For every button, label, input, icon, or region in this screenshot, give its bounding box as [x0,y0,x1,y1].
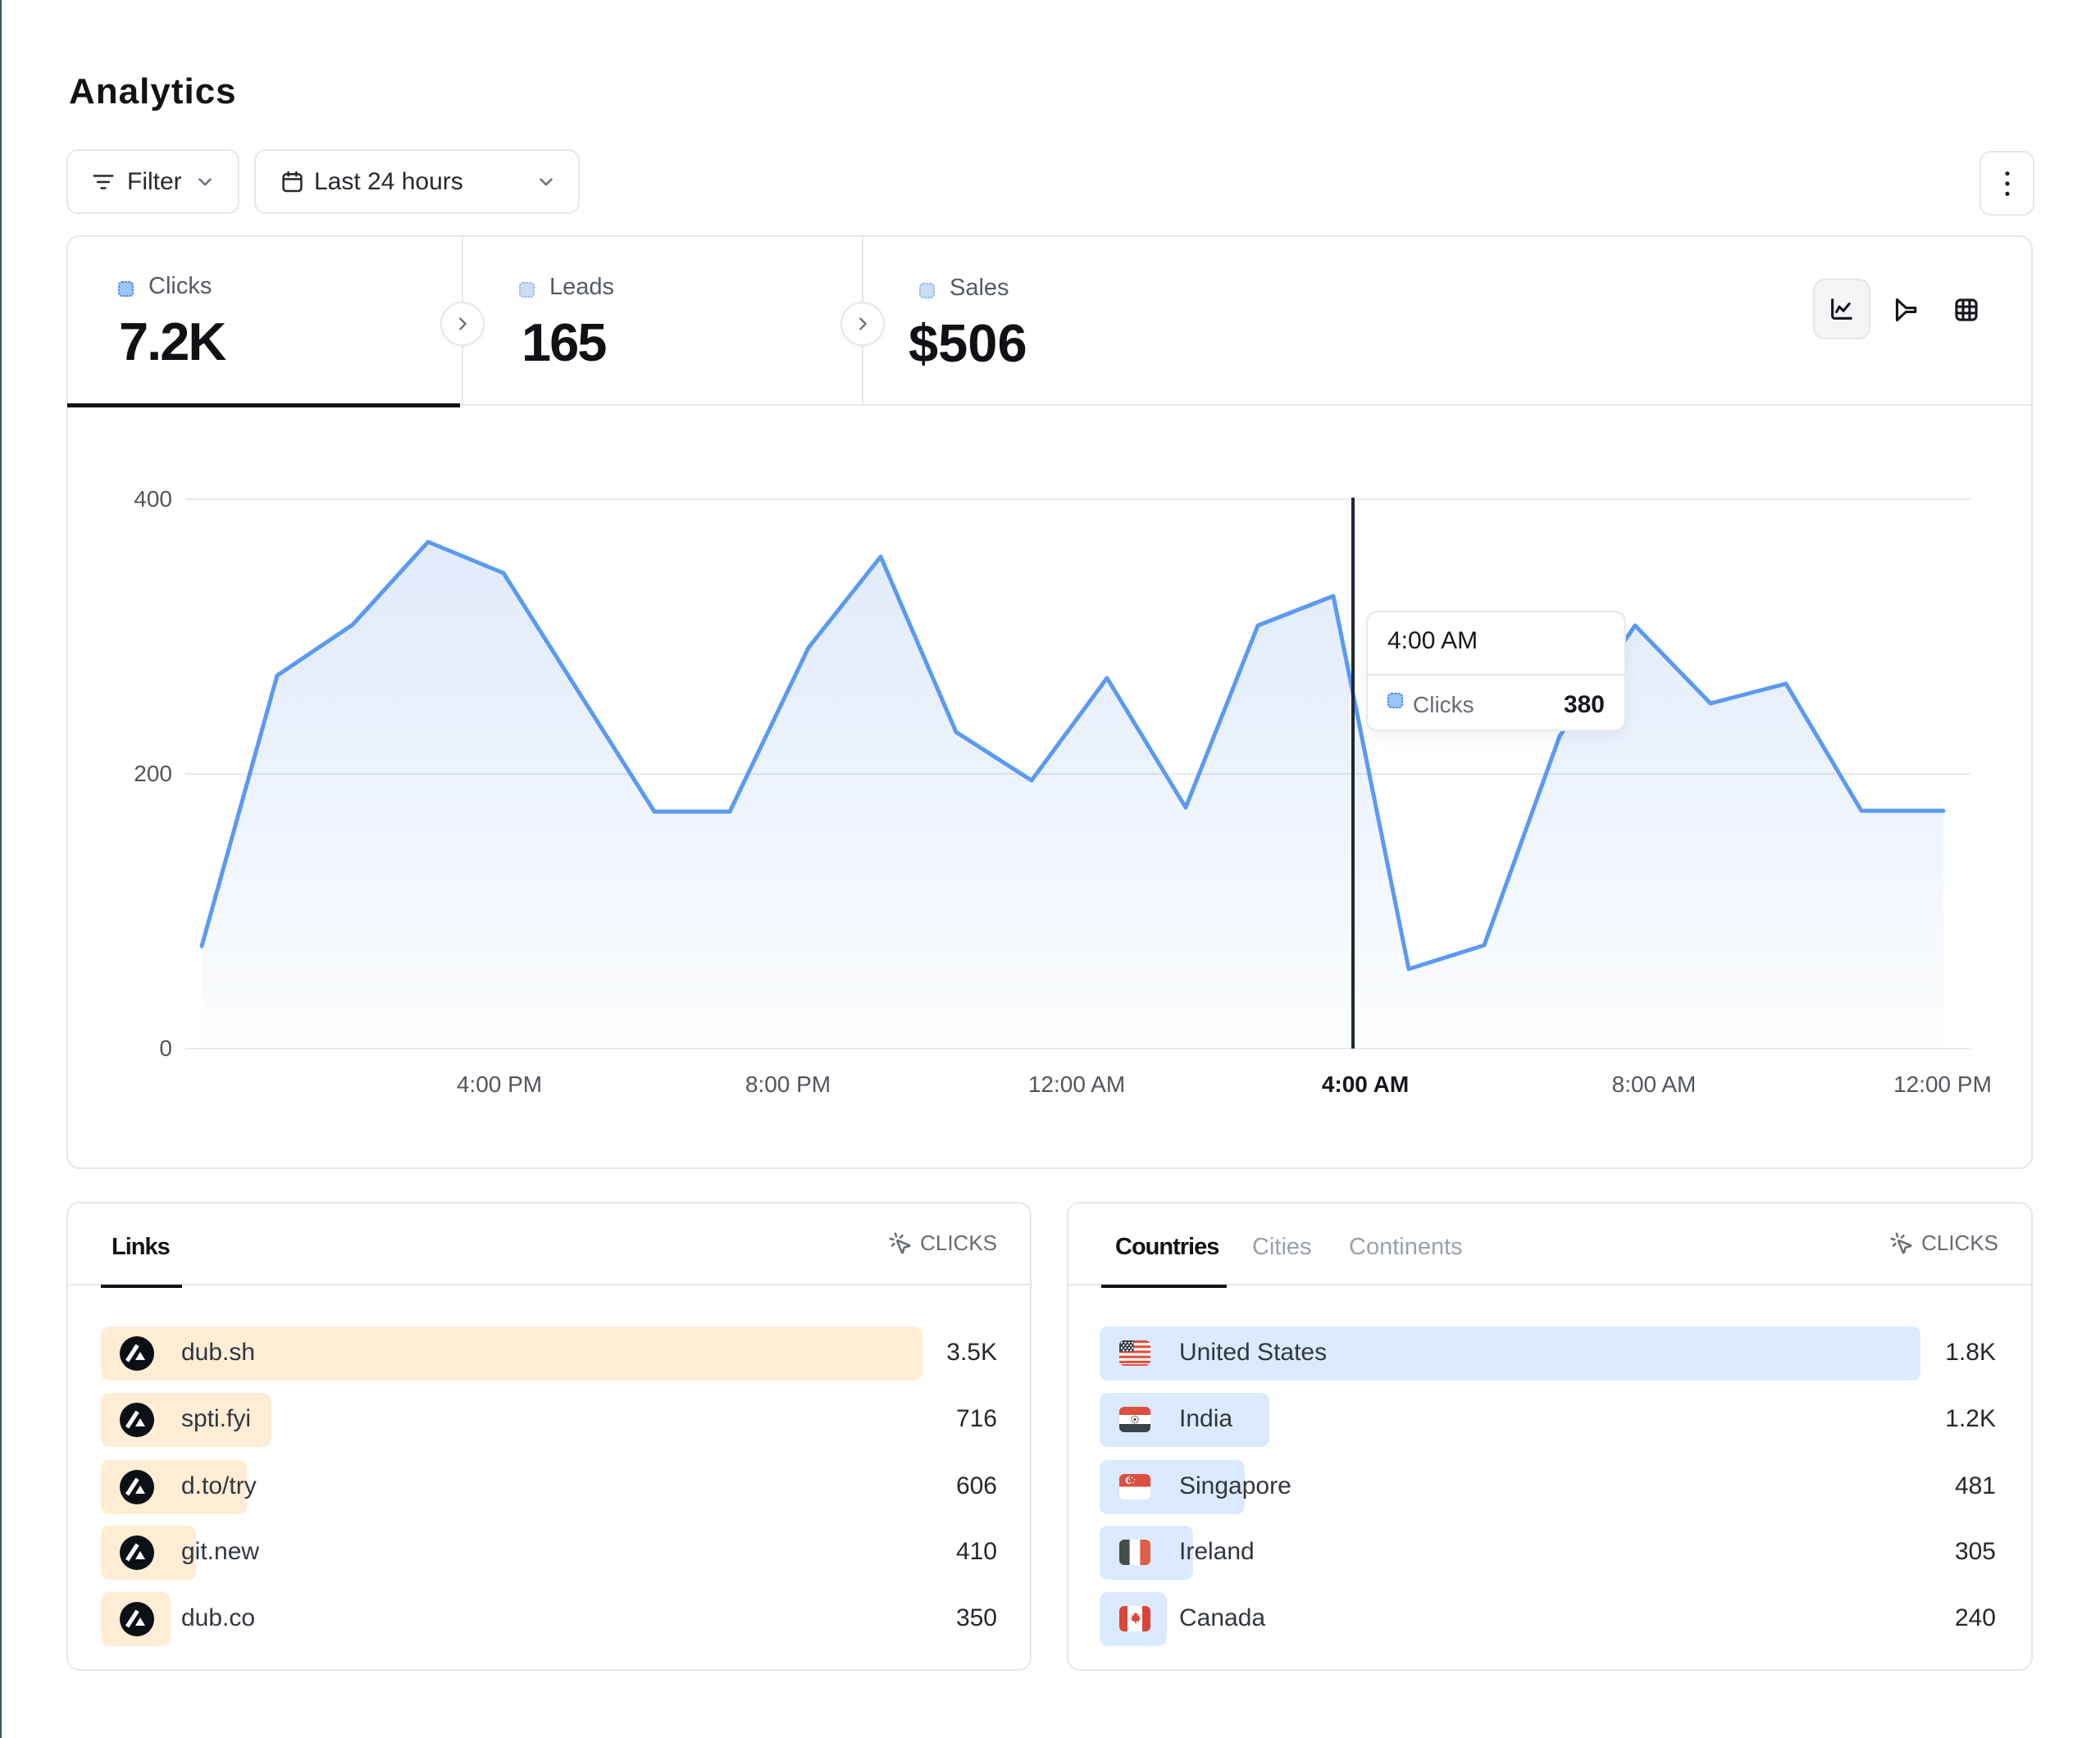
svg-text:400: 400 [134,486,172,512]
svg-text:0: 0 [159,1035,172,1061]
svg-text:4:00 AM: 4:00 AM [1322,1071,1409,1097]
svg-text:8:00 PM: 8:00 PM [745,1071,831,1097]
svg-text:200: 200 [134,761,172,786]
svg-text:8:00 AM: 8:00 AM [1612,1071,1697,1097]
svg-text:12:00 PM: 12:00 PM [1893,1071,1992,1097]
svg-text:4:00 PM: 4:00 PM [457,1071,542,1097]
svg-text:12:00 AM: 12:00 AM [1028,1071,1125,1097]
